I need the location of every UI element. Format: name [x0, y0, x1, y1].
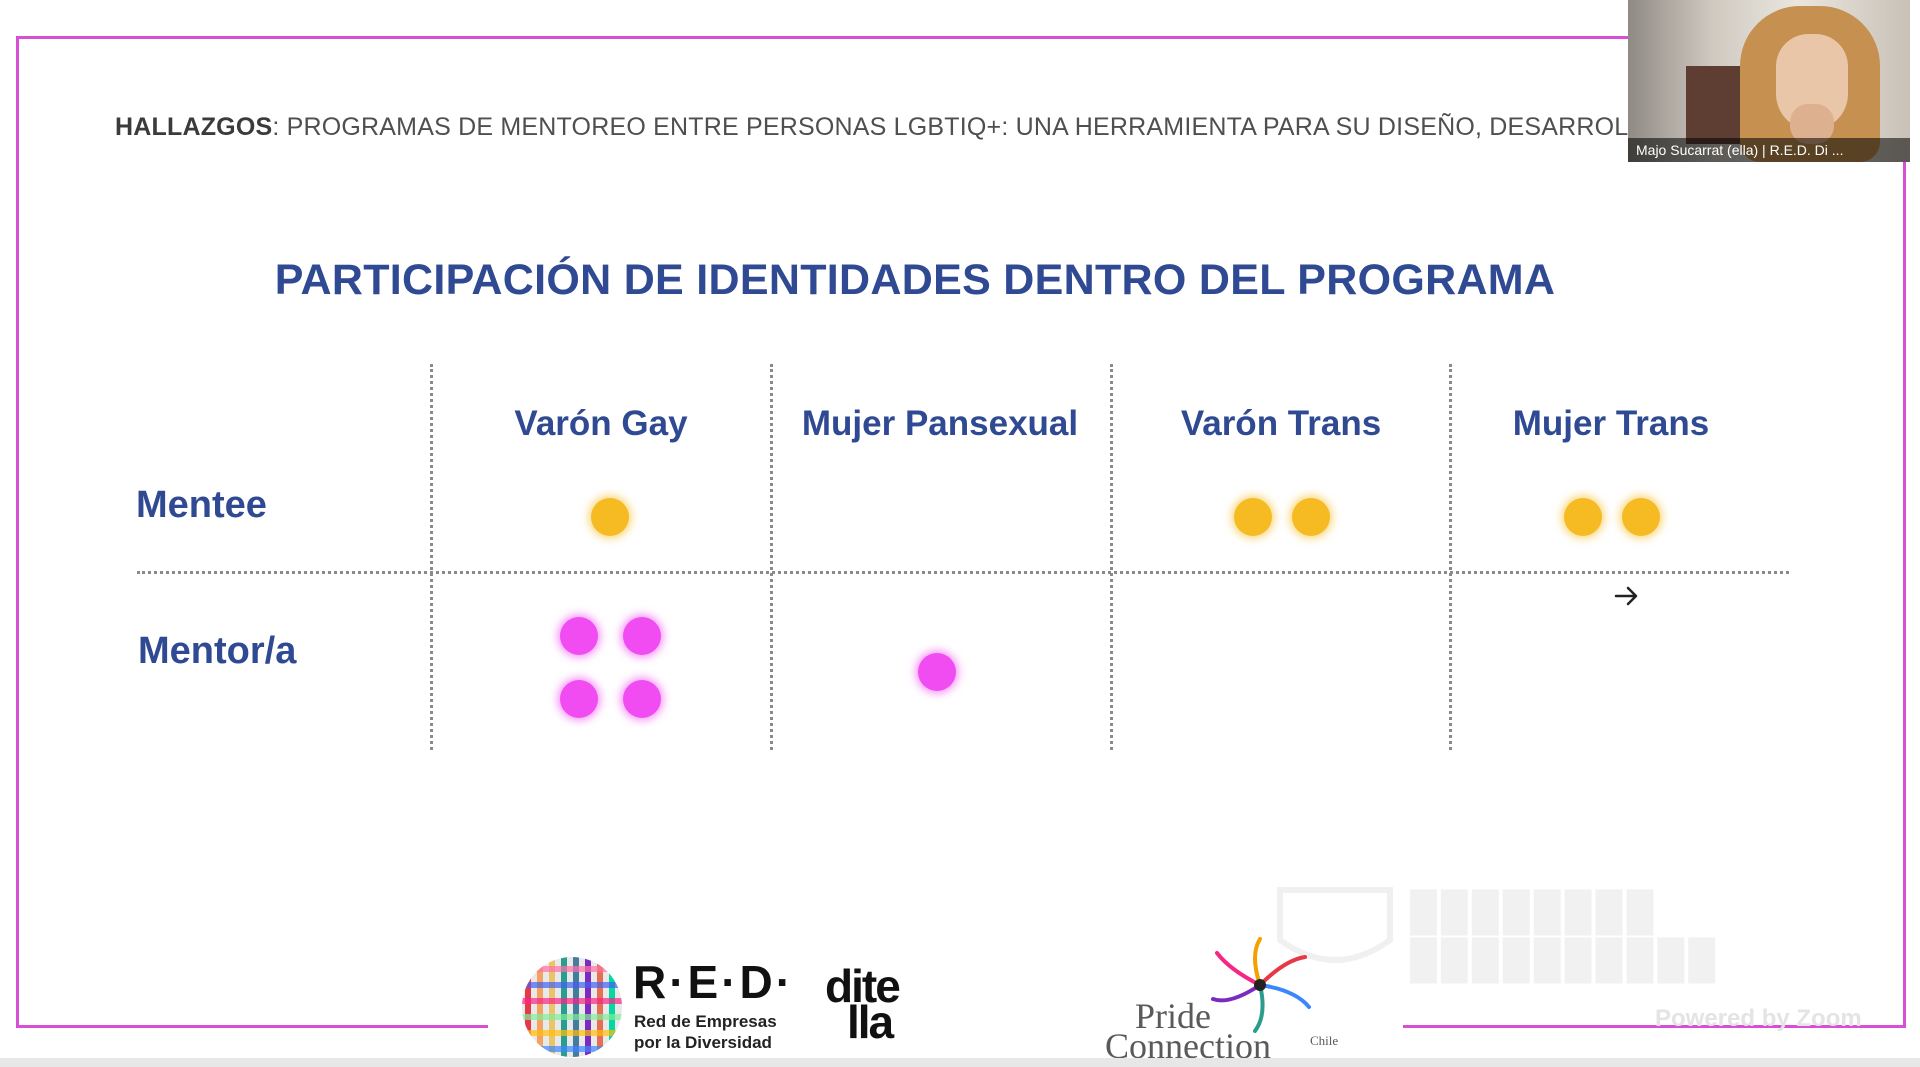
window-bottom-bar: [0, 1058, 1920, 1067]
row-label-mentor: Mentor/a: [138, 630, 297, 672]
university-shield-icon: [1277, 887, 1393, 963]
mentor-dot-varon-gay: [560, 617, 598, 655]
webcam-participant-name: Majo Sucarrat (ella) | R.E.D. Di ...: [1628, 138, 1910, 162]
header-bold-prefix: HALLAZGOS: [115, 113, 273, 141]
pride-connection-star-icon: [1211, 937, 1311, 1033]
chile-word: Chile: [1310, 1033, 1339, 1048]
mentee-dot-varon-trans: [1292, 498, 1330, 536]
row-label-mentee: Mentee: [136, 484, 267, 526]
mentee-dot-varon-trans: [1234, 498, 1272, 536]
column-divider: [770, 364, 773, 750]
row-divider: [137, 571, 1789, 574]
header-text: : PROGRAMAS DE MENTOREO ENTRE PERSONAS L…: [272, 113, 1663, 141]
slide-title: PARTICIPACIÓN DE IDENTIDADES DENTRO DEL …: [274, 256, 1556, 304]
red-tagline-line1: Red de Empresas: [634, 1012, 777, 1031]
mentor-dot-varon-gay: [560, 680, 598, 718]
ditella-logo-line1: dite: [825, 960, 901, 1012]
column-divider: [1110, 364, 1113, 750]
column-header-mujer-trans: Mujer Trans: [1512, 404, 1710, 443]
column-header-varon-gay: Varón Gay: [514, 404, 688, 443]
column-header-varon-trans: Varón Trans: [1180, 404, 1382, 443]
red-tagline: Red de Empresas por la Diversidad: [634, 1011, 794, 1053]
university-watermark: ████████ ██████████: [1270, 880, 1870, 1000]
arrow-right-cursor-icon: [1614, 586, 1638, 606]
university-watermark-text: ████████ ██████████: [1410, 891, 1720, 981]
mentor-dot-varon-gay: [623, 617, 661, 655]
ditella-logo-line2: lla: [847, 996, 894, 1048]
column-header-mujer-pansexual: Mujer Pansexual: [801, 404, 1079, 443]
mentee-dot-varon-gay: [591, 498, 629, 536]
red-diversity-logo-icon: [522, 957, 622, 1057]
webcam-thumbnail[interactable]: Majo Sucarrat (ella) | R.E.D. Di ...: [1628, 0, 1910, 162]
powered-by-zoom-watermark: Powered by Zoom: [1655, 1005, 1862, 1032]
column-divider: [430, 364, 433, 750]
ditella-logo: dite lla: [825, 960, 925, 1048]
pride-word: Pride: [1135, 996, 1211, 1036]
slide-header: HALLAZGOS: PROGRAMAS DE MENTOREO ENTRE P…: [115, 113, 1662, 142]
column-divider: [1449, 364, 1452, 750]
red-wordmark: R·E·D·: [633, 956, 795, 1008]
mentee-dot-mujer-trans: [1564, 498, 1602, 536]
frame-gap: [488, 1010, 1403, 1050]
red-tagline-line2: por la Diversidad: [634, 1033, 772, 1052]
mentee-dot-mujer-trans: [1622, 498, 1660, 536]
webcam-participant-hand: [1790, 104, 1834, 144]
mentor-dot-varon-gay: [623, 680, 661, 718]
mentor-dot-mujer-pansexual: [918, 653, 956, 691]
